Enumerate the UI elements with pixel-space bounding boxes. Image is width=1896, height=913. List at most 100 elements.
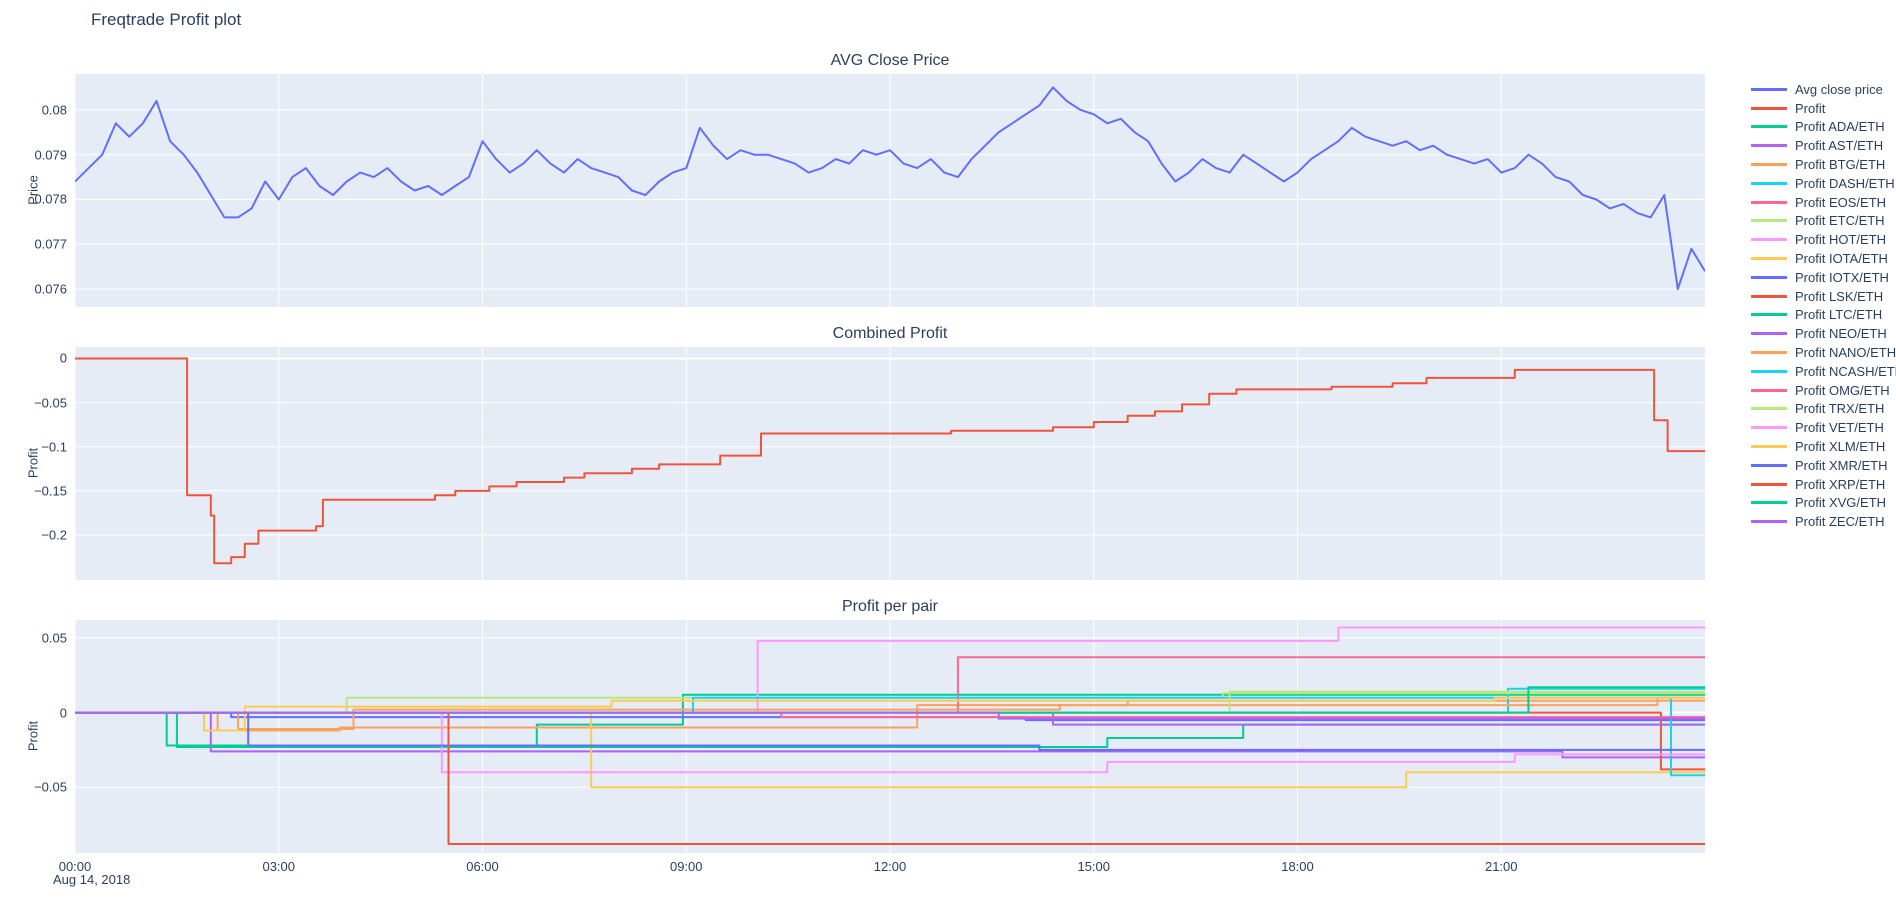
figure-title: Freqtrade Profit plot xyxy=(91,10,242,29)
legend-label: Profit LTC/ETH xyxy=(1795,307,1883,323)
y-tick-label: −0.2 xyxy=(41,527,67,543)
y-tick-label: −0.1 xyxy=(41,439,67,455)
legend-item-profit-ada-eth[interactable]: Profit ADA/ETH xyxy=(1751,118,1896,137)
plot-area-profit-per-pair[interactable] xyxy=(74,620,1705,853)
legend-label: Profit NEO/ETH xyxy=(1795,326,1887,342)
y-axis-title-profit-pairs: Profit xyxy=(25,720,41,752)
legend-item-profit-trx-eth[interactable]: Profit TRX/ETH xyxy=(1751,400,1896,419)
y-tick-label: 0.05 xyxy=(41,630,67,646)
series-profit-zec-eth xyxy=(75,711,1705,720)
legend-label: Profit OMG/ETH xyxy=(1795,382,1890,398)
legend-label: Profit LSK/ETH xyxy=(1795,288,1884,304)
legend-label: Profit XLM/ETH xyxy=(1795,439,1886,455)
series-avg-close-price xyxy=(74,86,1706,291)
y-tick-label: 0 xyxy=(59,705,67,721)
legend-item-profit-btg-eth[interactable]: Profit BTG/ETH xyxy=(1751,155,1896,174)
x-tick-label: 09:00 xyxy=(669,859,703,874)
plot-area-combined-profit[interactable] xyxy=(74,347,1705,580)
x-tick-label: 06:00 xyxy=(466,859,499,874)
legend-line-swatch xyxy=(1751,482,1787,486)
legend-item-profit-xlm-eth[interactable]: Profit XLM/ETH xyxy=(1751,437,1896,456)
legend-label: Profit ZEC/ETH xyxy=(1795,514,1885,530)
legend-label: Profit ADA/ETH xyxy=(1795,119,1885,135)
legend-item-profit-xrp-eth[interactable]: Profit XRP/ETH xyxy=(1751,475,1896,494)
legend-item-profit-dash-eth[interactable]: Profit DASH/ETH xyxy=(1751,174,1896,193)
legend-item-profit-eos-eth[interactable]: Profit EOS/ETH xyxy=(1751,193,1896,212)
y-tick-label: −0.05 xyxy=(34,779,67,795)
legend-line-swatch xyxy=(1751,369,1787,373)
plot-area-avg-close-price[interactable] xyxy=(74,74,1706,307)
legend-line-swatch xyxy=(1751,313,1787,317)
legend-item-profit-xmr-eth[interactable]: Profit XMR/ETH xyxy=(1751,456,1896,475)
legend-label: Profit NANO/ETH xyxy=(1795,345,1896,361)
legend-label: Profit HOT/ETH xyxy=(1795,232,1887,248)
legend-item-profit-ltc-eth[interactable]: Profit LTC/ETH xyxy=(1751,306,1896,325)
legend-item-profit-iotx-eth[interactable]: Profit IOTX/ETH xyxy=(1751,268,1896,287)
legend-label: Profit NCASH/ETH xyxy=(1795,363,1896,379)
legend-item-profit-zec-eth[interactable]: Profit ZEC/ETH xyxy=(1751,512,1896,531)
legend-item-profit-ast-eth[interactable]: Profit AST/ETH xyxy=(1751,136,1896,155)
legend-line-swatch xyxy=(1751,200,1787,204)
y-tick-label: −0.15 xyxy=(34,483,67,499)
series-profit-ltc-eth xyxy=(75,711,1705,748)
y-tick-label: 0.08 xyxy=(41,102,67,118)
legend-item-profit-neo-eth[interactable]: Profit NEO/ETH xyxy=(1751,324,1896,343)
legend-label: Profit TRX/ETH xyxy=(1795,401,1885,417)
legend-label: Profit IOTX/ETH xyxy=(1795,269,1889,285)
y-tick-label: −0.05 xyxy=(34,395,67,411)
legend-line-swatch xyxy=(1751,426,1787,430)
legend-item-profit-etc-eth[interactable]: Profit ETC/ETH xyxy=(1751,212,1896,231)
legend-label: Profit DASH/ETH xyxy=(1795,175,1895,191)
legend-item-profit-lsk-eth[interactable]: Profit LSK/ETH xyxy=(1751,287,1896,306)
legend-item-profit-ncash-eth[interactable]: Profit NCASH/ETH xyxy=(1751,362,1896,381)
subplot-title-profit-per-pair: Profit per pair xyxy=(841,598,939,615)
legend-item-avg-close-price[interactable]: Avg close price xyxy=(1751,80,1896,99)
x-tick-label: 18:00 xyxy=(1281,859,1314,874)
legend-line-swatch xyxy=(1751,181,1787,185)
legend-label: Profit xyxy=(1795,100,1826,116)
legend-item-profit-omg-eth[interactable]: Profit OMG/ETH xyxy=(1751,381,1896,400)
y-tick-label: 0 xyxy=(59,350,67,366)
x-tick-label: 15:00 xyxy=(1077,859,1111,874)
legend-line-swatch xyxy=(1751,520,1787,524)
legend-label: Avg close price xyxy=(1795,81,1883,97)
legend-line-swatch xyxy=(1751,125,1787,129)
legend-label: Profit EOS/ETH xyxy=(1795,194,1887,210)
legend-item-profit-nano-eth[interactable]: Profit NANO/ETH xyxy=(1751,343,1896,362)
legend-line-swatch xyxy=(1751,463,1787,467)
y-tick-label: 0.078 xyxy=(34,191,67,207)
series-profit-xlm-eth xyxy=(75,696,1705,732)
legend-label: Profit XMR/ETH xyxy=(1795,457,1888,473)
legend-line-swatch xyxy=(1751,238,1787,242)
legend: Avg close price Profit Profit ADA/ETH Profi… xyxy=(1751,80,1896,531)
legend-label: Profit XVG/ETH xyxy=(1795,495,1887,511)
legend-line-swatch xyxy=(1751,163,1787,167)
series-profit-ada-eth xyxy=(75,693,1705,747)
legend-line-swatch xyxy=(1751,106,1787,110)
x-axis-date-label: Aug 14, 2018 xyxy=(53,872,131,887)
legend-item-profit-xvg-eth[interactable]: Profit XVG/ETH xyxy=(1751,494,1896,513)
legend-line-swatch xyxy=(1751,351,1787,355)
legend-item-profit-hot-eth[interactable]: Profit HOT/ETH xyxy=(1751,230,1896,249)
legend-label: Profit VET/ETH xyxy=(1795,420,1884,436)
subplot-title-combined-profit: Combined Profit xyxy=(832,325,948,342)
legend-line-swatch xyxy=(1751,501,1787,505)
legend-item-profit-vet-eth[interactable]: Profit VET/ETH xyxy=(1751,418,1896,437)
legend-item-profit-iota-eth[interactable]: Profit IOTA/ETH xyxy=(1751,249,1896,268)
y-tick-label: 0.077 xyxy=(34,236,67,252)
legend-line-swatch xyxy=(1751,407,1787,411)
legend-line-swatch xyxy=(1751,257,1787,261)
y-tick-label: 0.076 xyxy=(34,281,67,297)
x-tick-label: 12:00 xyxy=(873,859,907,874)
x-tick-label: 03:00 xyxy=(262,859,296,874)
legend-line-swatch xyxy=(1751,332,1787,336)
legend-label: Profit XRP/ETH xyxy=(1795,476,1886,492)
legend-line-swatch xyxy=(1751,144,1787,148)
legend-line-swatch xyxy=(1751,388,1787,392)
x-tick-label: 00:00 xyxy=(58,859,92,874)
legend-line-swatch xyxy=(1751,219,1787,223)
legend-label: Profit BTG/ETH xyxy=(1795,157,1886,173)
series-profit-vet-eth xyxy=(75,711,1705,774)
legend-item-profit[interactable]: Profit xyxy=(1751,99,1896,118)
